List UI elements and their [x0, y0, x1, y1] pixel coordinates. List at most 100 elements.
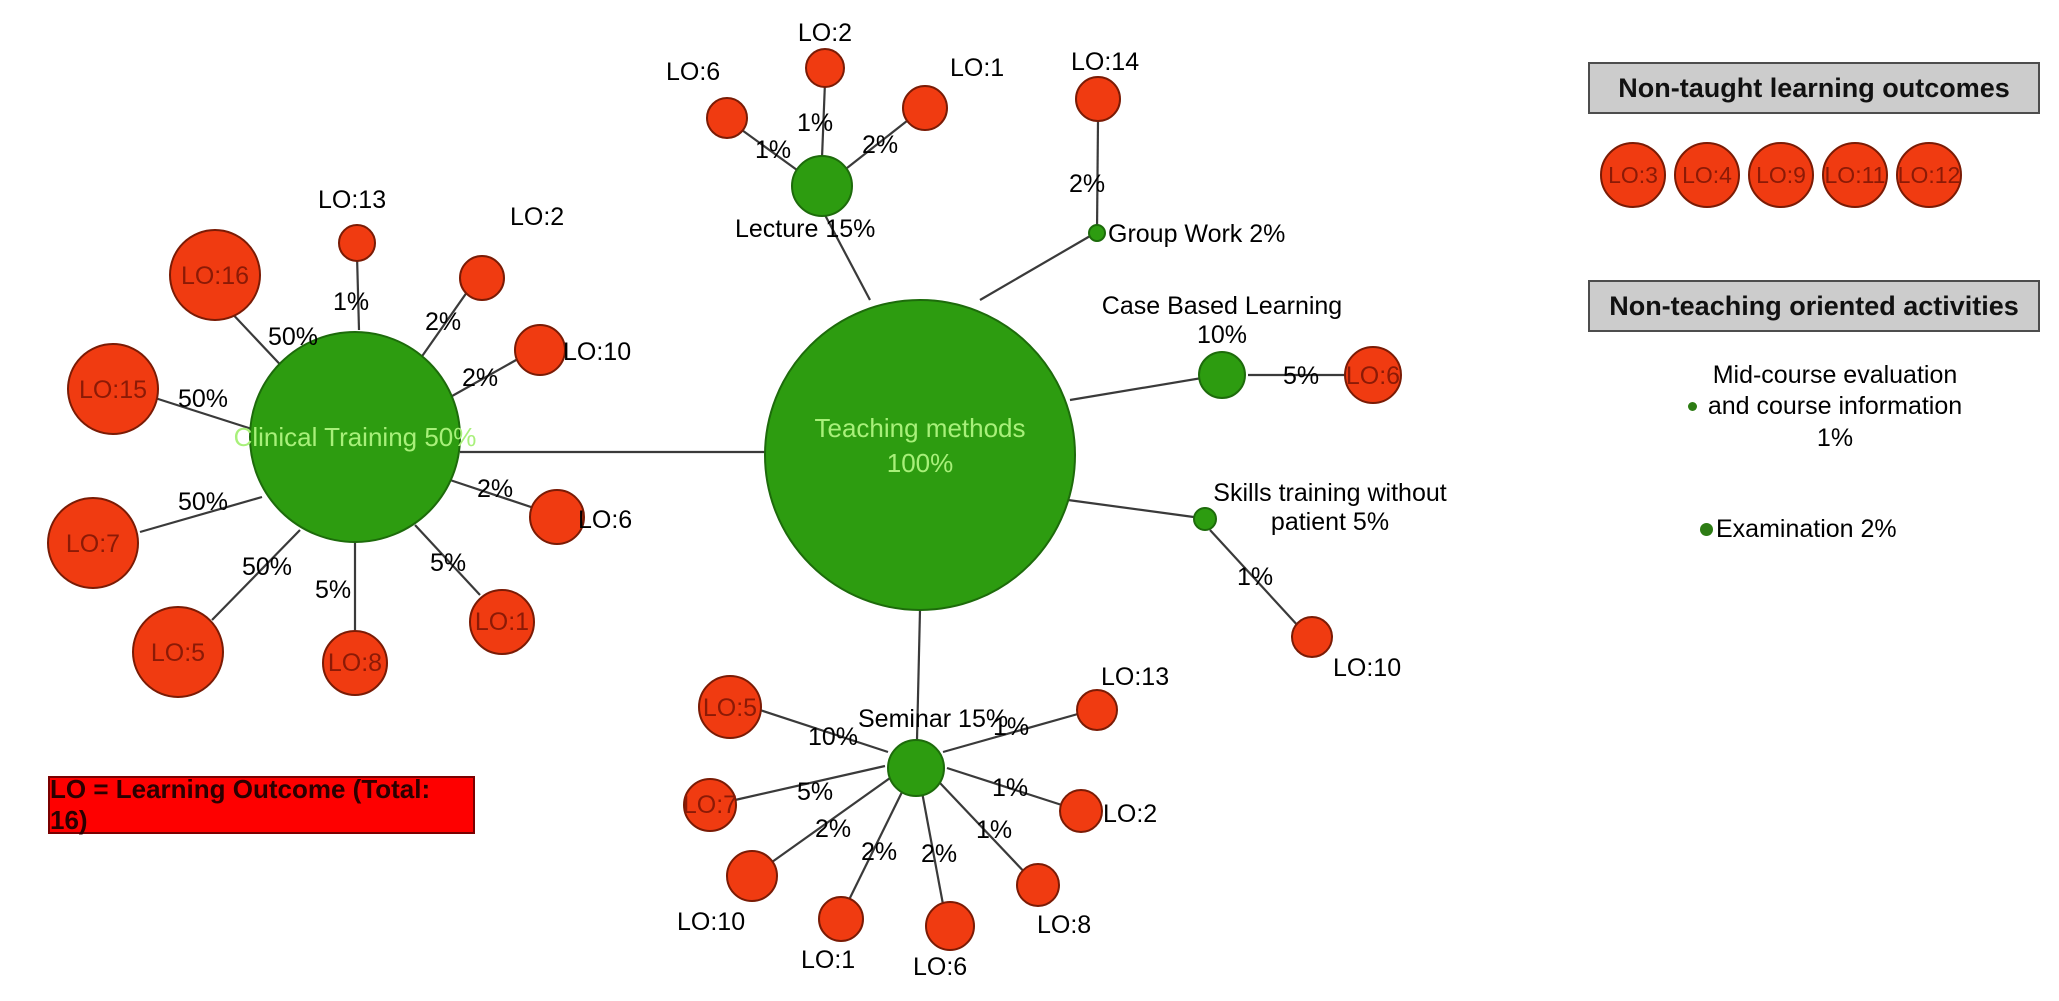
node-lo6-seminar[interactable]: [925, 901, 975, 951]
node-teaching-methods[interactable]: Teaching methods 100%: [764, 299, 1076, 611]
node-lo7-clinical[interactable]: LO:7: [47, 497, 139, 589]
node-skills-training[interactable]: [1193, 507, 1217, 531]
pct-seminar-lo5: 10%: [808, 723, 858, 751]
lo13-clinical-outside-label: LO:13: [318, 186, 386, 214]
node-lo15-clinical[interactable]: LO:15: [67, 343, 159, 435]
activity-examination-label: Examination 2%: [1716, 515, 1897, 543]
lo6-seminar-outside-label: LO:6: [913, 953, 967, 981]
green-dot-icon: [1700, 523, 1713, 536]
node-lo5-clinical[interactable]: LO:5: [132, 606, 224, 698]
node-lo1-clinical[interactable]: LO:1: [469, 589, 535, 655]
lo15-label: LO:15: [79, 376, 147, 404]
node-lo6-lecture[interactable]: [706, 97, 748, 139]
non-taught-learning-outcomes-header: Non-taught learning outcomes: [1588, 62, 2040, 114]
pct-clinical-lo5: 50%: [242, 553, 292, 581]
edge-hub-skills-training: [1067, 498, 1202, 520]
node-lo2-lecture[interactable]: [805, 48, 845, 88]
edge-lecture-lo1: [846, 116, 913, 169]
pct-skills-lo10: 1%: [1237, 563, 1273, 591]
node-lo2-clinical[interactable]: [459, 255, 505, 301]
pct-clinical-lo1: 5%: [430, 549, 466, 577]
edge-clinical-lo1: [414, 524, 481, 596]
pct-clinical-lo7: 50%: [178, 488, 228, 516]
lo1-lecture-outside-label: LO:1: [950, 54, 1004, 82]
node-lo10-clinical[interactable]: [514, 324, 566, 376]
lo10-clinical-outside-label: LO:10: [563, 338, 631, 366]
node-lo10-seminar[interactable]: [726, 850, 778, 902]
pct-lecture-lo2: 1%: [797, 109, 833, 137]
edge-lecture-lo6: [734, 124, 798, 171]
skills-training-label-line1: Skills training without: [1213, 479, 1446, 507]
edge-seminar-lo8: [939, 782, 1031, 879]
seminar-label: Seminar 15%: [858, 705, 1008, 733]
edge-seminar-lo1: [844, 789, 904, 909]
edge-groupwork-lo14: [1095, 119, 1100, 233]
activity-mid-course-evaluation-label: Mid-course evaluation and course informa…: [1707, 361, 1963, 452]
pct-seminar-lo8: 1%: [976, 816, 1012, 844]
lo6-clinical-outside-label: LO:6: [578, 506, 632, 534]
node-clinical-training[interactable]: Clinical Training 50%: [234, 331, 477, 543]
node-lo13-clinical[interactable]: [338, 224, 376, 262]
pct-groupwork-lo14: 2%: [1069, 170, 1105, 198]
edge-seminar-lo5: [759, 708, 889, 754]
non-teaching-oriented-activities-header: Non-teaching oriented activities: [1588, 280, 2040, 332]
lo5-seminar-label: LO:5: [703, 694, 757, 722]
lo5-label: LO:5: [151, 639, 205, 667]
node-lo6-cbl[interactable]: LO:6: [1344, 346, 1402, 404]
pct-clinical-lo16: 50%: [268, 323, 318, 351]
pct-lecture-lo6: 1%: [755, 136, 791, 164]
non-taught-chip-lo9: LO:9: [1748, 142, 1814, 208]
pct-seminar-lo10: 2%: [815, 815, 851, 843]
edge-clinical-lo2: [417, 284, 473, 363]
pct-clinical-lo6: 2%: [477, 475, 513, 503]
lo2-seminar-outside-label: LO:2: [1103, 800, 1157, 828]
skills-training-label-line2: patient 5%: [1271, 508, 1389, 536]
edge-seminar-lo13: [942, 710, 1086, 754]
non-taught-chip-lo12: LO:12: [1896, 142, 1962, 208]
node-case-based-learning[interactable]: [1198, 351, 1246, 399]
edge-seminar-lo7: [734, 764, 886, 802]
node-lo1-lecture[interactable]: [902, 85, 948, 131]
edge-clinical-lo13: [355, 254, 361, 331]
edge-clinical-lo6: [449, 478, 541, 512]
node-lo2-seminar[interactable]: [1059, 789, 1103, 833]
lo10-seminar-outside-label: LO:10: [677, 908, 745, 936]
node-lo7-seminar[interactable]: LO:7: [683, 778, 737, 832]
node-lo8-seminar[interactable]: [1016, 863, 1060, 907]
node-lo8-clinical[interactable]: LO:8: [322, 630, 388, 696]
edge-skills-lo10: [1209, 529, 1301, 629]
non-taught-chip-lo11: LO:11: [1822, 142, 1888, 208]
lo8-seminar-outside-label: LO:8: [1037, 911, 1091, 939]
pct-clinical-lo8: 5%: [315, 576, 351, 604]
green-dot-icon: [1688, 402, 1697, 412]
node-group-work[interactable]: [1088, 224, 1106, 242]
non-taught-chip-lo4: LO:4: [1674, 142, 1740, 208]
clinical-training-label: Clinical Training 50%: [234, 422, 477, 452]
pct-seminar-lo2: 1%: [992, 774, 1028, 802]
node-seminar[interactable]: [887, 739, 945, 797]
edge-clinical-lo5: [211, 529, 301, 621]
edge-clinical-lo15: [154, 396, 256, 432]
lo7-label: LO:7: [66, 530, 120, 558]
node-lo13-seminar[interactable]: [1076, 689, 1118, 731]
node-lo6-clinical[interactable]: [529, 489, 585, 545]
node-lecture[interactable]: [791, 155, 853, 217]
node-lo1-seminar[interactable]: [818, 896, 864, 942]
lo1-seminar-outside-label: LO:1: [801, 946, 855, 974]
edge-hub-group-work: [979, 231, 1098, 301]
node-lo14-groupwork[interactable]: [1075, 76, 1121, 122]
case-based-learning-label-line1: Case Based Learning: [1102, 292, 1342, 320]
node-lo10-skills[interactable]: [1291, 616, 1333, 658]
lo16-label: LO:16: [181, 262, 249, 290]
edge-seminar-lo10: [764, 777, 891, 868]
edge-seminar-lo2: [946, 766, 1069, 809]
non-taught-chip-lo3: LO:3: [1600, 142, 1666, 208]
pct-clinical-lo2: 2%: [425, 308, 461, 336]
pct-seminar-lo1: 2%: [861, 838, 897, 866]
node-lo5-seminar[interactable]: LO:5: [698, 675, 762, 739]
pct-seminar-lo6: 2%: [921, 840, 957, 868]
lo1-label: LO:1: [475, 608, 529, 636]
node-lo16-clinical[interactable]: LO:16: [169, 229, 261, 321]
